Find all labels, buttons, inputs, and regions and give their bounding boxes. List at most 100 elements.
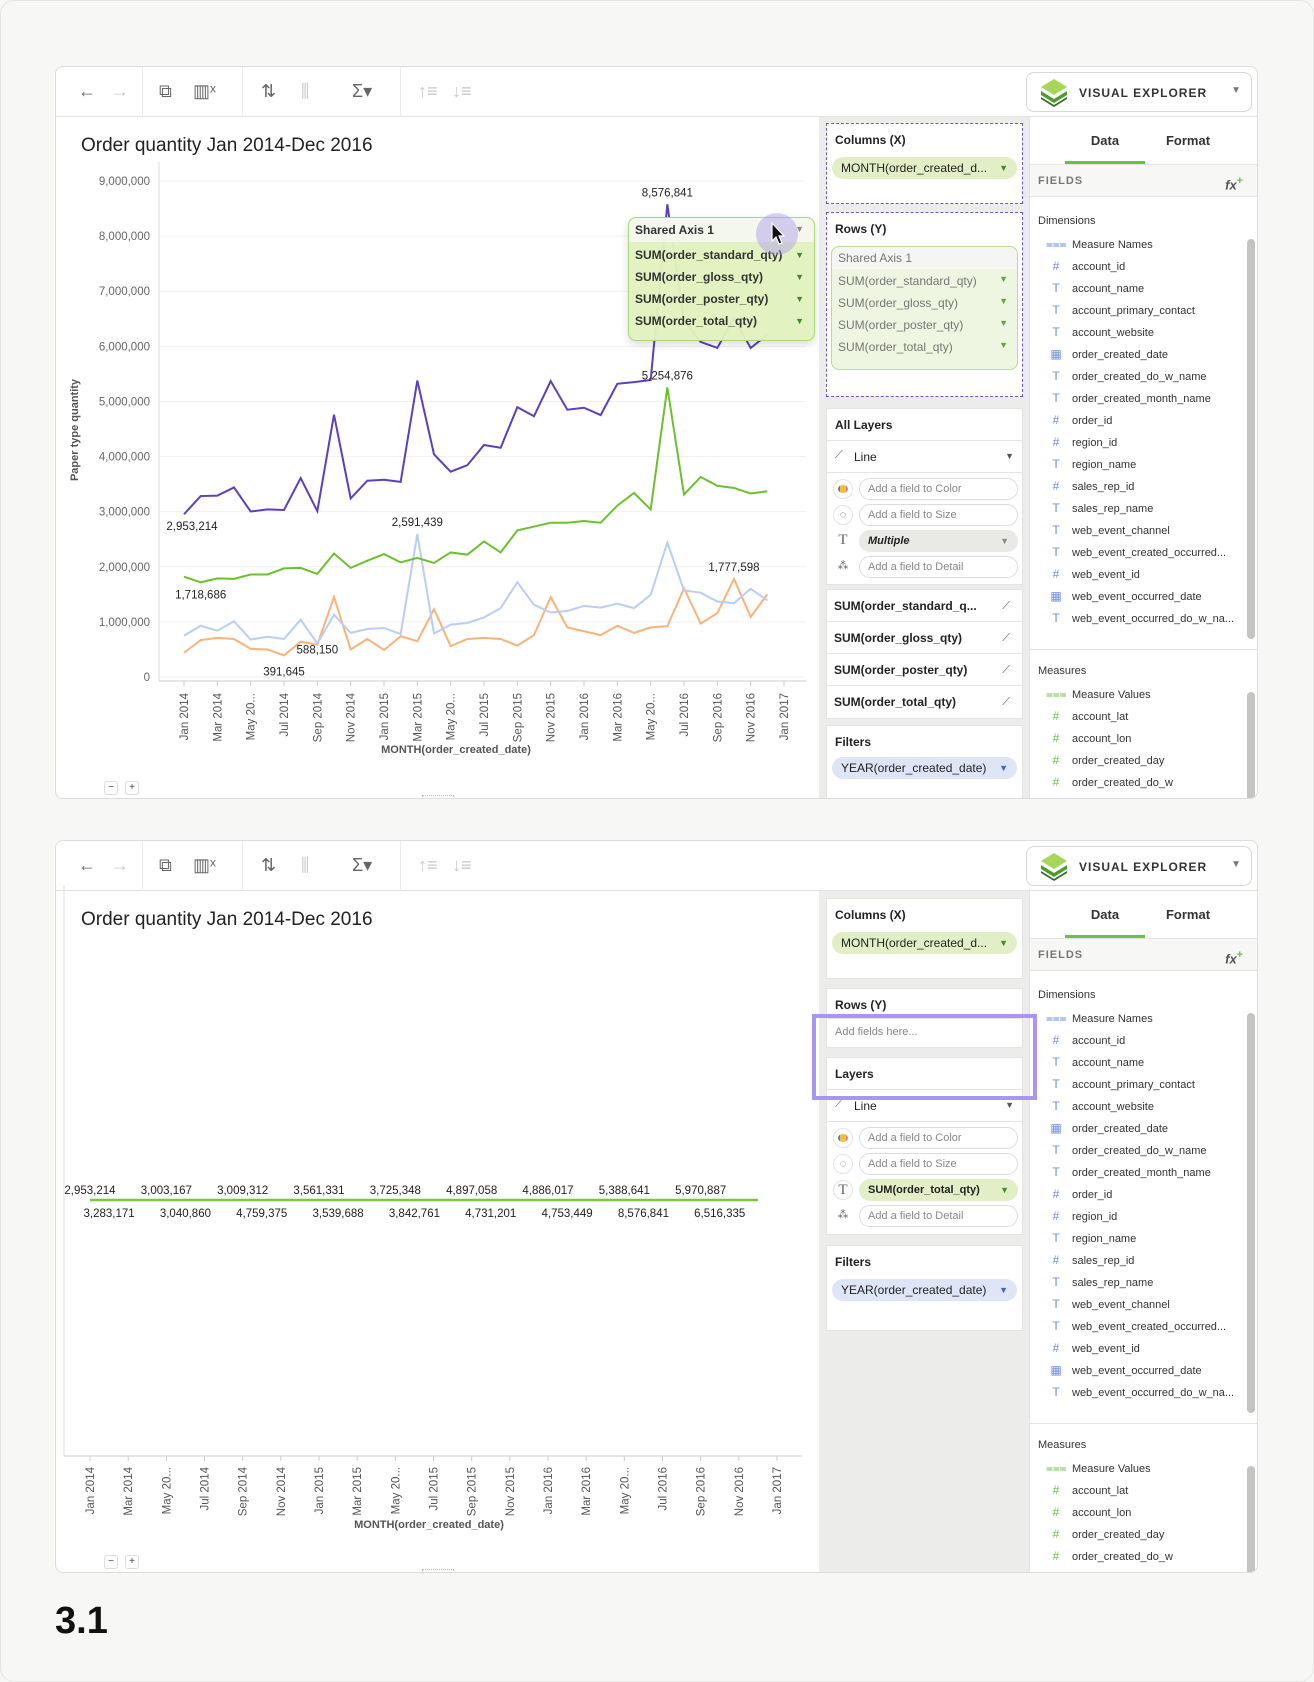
caret-down-icon[interactable]: ▼ [999,296,1008,306]
swap-axes-button[interactable]: ⇅ [261,855,277,875]
tab-data[interactable]: Data [1065,891,1145,938]
caret-down-icon[interactable]: ▼ [1000,1185,1009,1195]
caret-down-icon[interactable]: ▼ [1005,1100,1014,1110]
sort-descending-button[interactable]: ↓≡ [452,855,472,875]
filters-shelf[interactable]: Filters YEAR(order_created_date) ▼ [826,725,1023,798]
filter-pill[interactable]: YEAR(order_created_date) ▼ [832,1279,1017,1301]
detail-encoding[interactable]: ⁂ Add a field to Detail [833,1205,1018,1227]
tab-format[interactable]: Format [1165,133,1211,148]
caret-down-icon[interactable]: ▼ [1000,536,1009,546]
zoom-out-button[interactable]: − [104,1555,118,1569]
add-formula-button[interactable]: fx+ [1225,949,1243,967]
caret-down-icon[interactable]: ▼ [1005,451,1014,461]
columns-pill[interactable]: MONTH(order_created_d... ▼ [832,157,1017,179]
dimension-field[interactable]: ▦ order_created_date [1046,343,1168,365]
clear-chart-button[interactable]: ▥ˣ [193,855,216,875]
size-encoding[interactable]: ◌ Add a field to Size [833,1153,1018,1175]
dimension-field[interactable]: # account_id [1046,1029,1126,1051]
layer-item[interactable]: SUM(order_total_qty) ⟋ [827,685,1022,717]
measures-scrollbar[interactable] [1247,692,1255,798]
dimension-field[interactable]: # order_id [1046,1183,1113,1205]
dimension-field[interactable]: # order_id [1046,409,1113,431]
caret-down-icon[interactable]: ▼ [999,938,1008,948]
add-formula-button[interactable]: fx+ [1225,175,1243,193]
dimension-field[interactable]: # account_id [1046,255,1126,277]
label-encoding[interactable]: T SUM(order_total_qty) ▼ [833,1179,1018,1201]
zoom-out-button[interactable]: − [104,781,118,795]
measures-scrollbar[interactable] [1247,1466,1255,1572]
caret-down-icon[interactable]: ▼ [999,274,1008,284]
duplicate-chart-button[interactable]: ⧉ [159,855,172,875]
dimension-field[interactable]: # sales_rep_id [1046,475,1135,497]
detail-encoding[interactable]: ⁂ Add a field to Detail [833,556,1018,578]
columns-shelf[interactable]: Columns (X) MONTH(order_created_d... ▼ [826,898,1023,979]
swap-axes-button[interactable]: ⇅ [261,81,277,101]
line-chart-icon[interactable]: ⟋ [1002,600,1010,612]
mark-type-select[interactable]: ⟋ Line ▼ [827,1089,1022,1121]
line-chart-icon[interactable]: ⟋ [1002,664,1010,676]
size-field-input[interactable]: Add a field to Size [859,1153,1018,1175]
dimension-field[interactable]: # region_id [1046,1205,1118,1227]
sort-ascending-button[interactable]: ↑≡ [418,855,438,875]
sort-axis-button[interactable]: ⫼ [301,855,310,875]
rows-pill[interactable]: SUM(order_gloss_qty) ▼ [838,296,1008,310]
series-line-1[interactable] [183,387,768,584]
color-encoding[interactable]: Add a field to Color [833,1127,1018,1149]
columns-shelf[interactable]: Columns (X) MONTH(order_created_d... ▼ [826,123,1023,204]
rows-pill[interactable]: SUM(order_total_qty) ▼ [838,340,1008,354]
sort-descending-button[interactable]: ↓≡ [452,81,472,101]
size-encoding[interactable]: ◌ Add a field to Size [833,504,1018,526]
caret-down-icon[interactable]: ▼ [999,318,1008,328]
series-line-3[interactable] [183,576,769,657]
layer-item[interactable]: SUM(order_standard_q... ⟋ [827,589,1022,621]
measure-field[interactable]: ⩶ Measure Values [1046,1457,1151,1479]
dimension-field[interactable]: # web_event_id [1046,563,1140,585]
duplicate-chart-button[interactable]: ⧉ [159,81,172,101]
layer-item[interactable]: SUM(order_poster_qty) ⟋ [827,653,1022,685]
measure-field[interactable]: # order_created_do_w [1046,1545,1173,1567]
clear-chart-button[interactable]: ▥ˣ [193,81,216,101]
tab-data[interactable]: Data [1065,117,1145,164]
rows-shelf[interactable]: Rows (Y) Add fields here... [826,988,1023,1048]
measure-field[interactable]: # account_lat [1046,1479,1129,1501]
measure-field[interactable]: # account_lat [1046,705,1129,727]
sort-ascending-button[interactable]: ↑≡ [418,81,438,101]
rows-pill[interactable]: SUM(order_standard_qty) ▼ [838,274,1008,288]
dimension-field[interactable]: # sales_rep_id [1046,1249,1135,1271]
measure-field[interactable]: # order_created_day [1046,749,1165,771]
line-chart-icon[interactable]: ⟋ [1002,696,1010,708]
measure-field[interactable]: ⩶ Measure Values [1046,683,1151,705]
rows-pill[interactable]: SUM(order_poster_qty) ▼ [838,318,1008,332]
detail-field-input[interactable]: Add a field to Detail [859,556,1018,578]
label-field[interactable]: SUM(order_total_qty) ▼ [859,1179,1018,1201]
caret-down-icon[interactable]: ▼ [999,1285,1008,1295]
detail-field-input[interactable]: Add a field to Detail [859,1205,1018,1227]
layer-item[interactable]: SUM(order_gloss_qty) ⟋ [827,621,1022,653]
caret-down-icon[interactable]: ▼ [999,763,1008,773]
caret-down-icon[interactable]: ▼ [999,163,1008,173]
filters-shelf[interactable]: Filters YEAR(order_created_date) ▼ [826,1245,1023,1331]
zoom-in-button[interactable]: + [125,1555,139,1569]
back-button[interactable]: ← [78,81,96,101]
label-encoding[interactable]: T Multiple ▼ [833,530,1018,552]
line-chart-icon[interactable]: ⟋ [1002,632,1010,644]
forward-button[interactable]: → [111,81,129,101]
dimension-field[interactable]: ⩶ Measure Names [1046,233,1153,255]
back-button[interactable]: ← [78,855,96,875]
measure-field[interactable]: # account_lon [1046,1501,1132,1523]
color-field-input[interactable]: Add a field to Color [859,478,1018,500]
rows-drop-input[interactable]: Add fields here... [827,1018,1022,1048]
sort-axis-button[interactable]: ⫼ [301,81,310,101]
